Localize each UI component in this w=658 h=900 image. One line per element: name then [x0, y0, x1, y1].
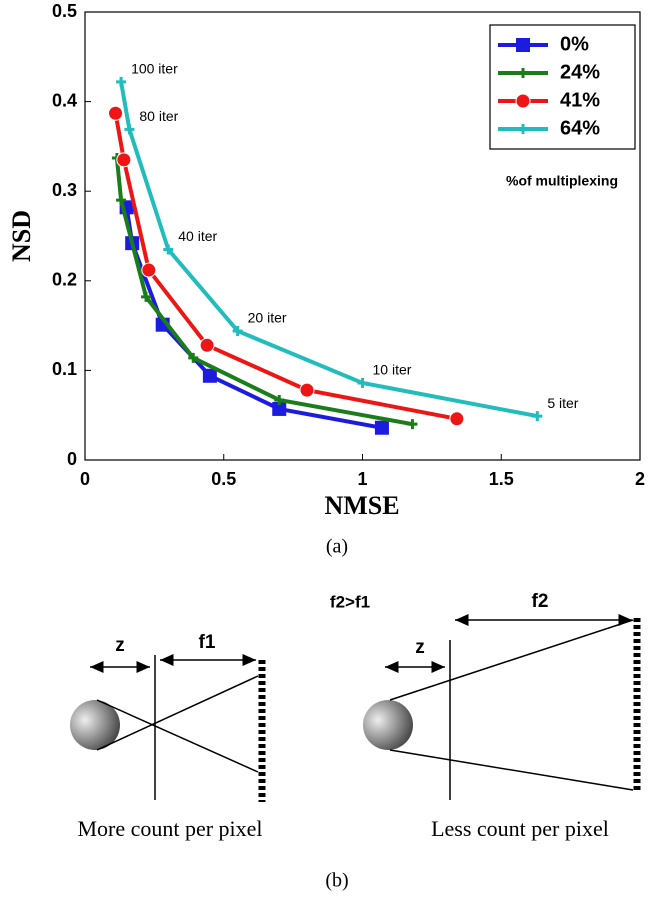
- ray: [96, 675, 259, 751]
- x-tick-label: 1.5: [489, 469, 514, 489]
- marker: [449, 411, 465, 427]
- z-label: z: [415, 637, 425, 658]
- point-label: 20 iter: [248, 310, 287, 326]
- marker: [374, 420, 389, 435]
- x-tick-label: 0.5: [211, 469, 236, 489]
- point-label: 40 iter: [178, 228, 217, 244]
- marker: [163, 244, 174, 255]
- marker: [199, 337, 215, 353]
- panel-label: (a): [326, 536, 348, 558]
- marker: [116, 76, 127, 87]
- y-tick-label: 0.3: [52, 180, 77, 200]
- point-label: 80 iter: [139, 108, 178, 124]
- marker: [272, 401, 287, 416]
- marker: [141, 262, 157, 278]
- f-label: f1: [199, 632, 216, 653]
- marker: [357, 377, 368, 388]
- y-tick-label: 0.4: [52, 90, 77, 110]
- legend-label: 0%: [560, 33, 589, 55]
- y-tick-label: 0.5: [52, 1, 77, 21]
- ray: [389, 749, 634, 791]
- y-axis-label: NSD: [7, 210, 36, 262]
- marker: [299, 382, 315, 398]
- marker: [108, 105, 124, 121]
- point-label: 100 iter: [131, 61, 178, 77]
- ray: [389, 619, 634, 701]
- z-label: z: [115, 635, 125, 656]
- series-line: [114, 157, 413, 427]
- panel-label: (b): [325, 870, 348, 892]
- x-axis-label: NMSE: [324, 491, 399, 520]
- x-tick-label: 1: [357, 469, 367, 489]
- marker: [141, 291, 152, 302]
- marker: [532, 411, 543, 422]
- marker: [232, 325, 243, 336]
- marker: [274, 394, 285, 405]
- annotation: %of multiplexing: [506, 173, 618, 189]
- marker: [116, 195, 127, 206]
- marker: [116, 152, 132, 168]
- y-tick-label: 0.2: [52, 270, 77, 290]
- legend-label: 24%: [560, 61, 600, 83]
- caption: Less count per pixel: [431, 816, 609, 841]
- legend-marker: [516, 38, 530, 52]
- marker: [124, 124, 135, 135]
- ray: [96, 699, 259, 773]
- source-ball: [70, 700, 120, 750]
- legend-label: 41%: [560, 89, 600, 111]
- legend-marker: [515, 93, 531, 109]
- y-tick-label: 0: [67, 449, 77, 469]
- diagram: f2>f1 z f1 More count per pixel z f2 Les…: [70, 591, 641, 892]
- source-ball: [363, 700, 413, 750]
- point-label: 5 iter: [547, 395, 578, 411]
- marker: [188, 352, 199, 363]
- caption: More count per pixel: [77, 816, 262, 841]
- f-label: f2: [532, 591, 549, 612]
- legend-marker: [518, 124, 528, 134]
- y-tick-label: 0.1: [52, 359, 77, 379]
- x-tick-label: 2: [635, 469, 645, 489]
- condition: f2>f1: [330, 592, 370, 611]
- marker: [202, 368, 217, 383]
- legend-marker: [518, 68, 528, 78]
- x-tick-label: 0: [80, 469, 90, 489]
- point-label: 10 iter: [373, 362, 412, 378]
- marker: [407, 419, 418, 430]
- series-line: [119, 81, 538, 419]
- series-line: [113, 112, 458, 421]
- legend-label: 64%: [560, 117, 600, 139]
